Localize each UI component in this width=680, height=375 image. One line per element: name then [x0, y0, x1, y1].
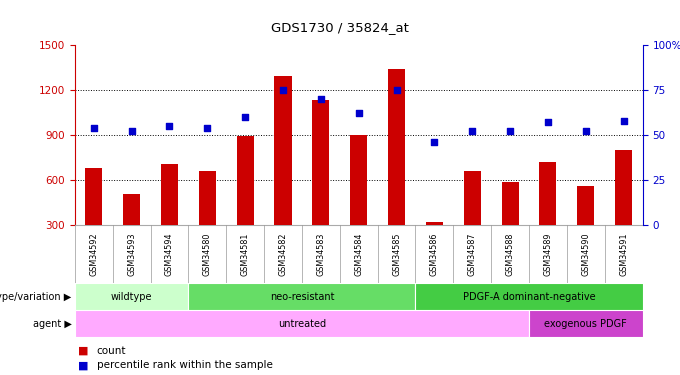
Text: GSM34584: GSM34584: [354, 232, 363, 276]
Text: GSM34591: GSM34591: [619, 232, 628, 276]
Text: GSM34589: GSM34589: [543, 232, 552, 276]
Point: [429, 139, 440, 145]
Text: GSM34590: GSM34590: [581, 232, 590, 276]
Point: [164, 123, 175, 129]
Text: agent ▶: agent ▶: [33, 319, 71, 328]
Point: [543, 119, 554, 125]
Bar: [75, 283, 188, 310]
Point: [277, 87, 288, 93]
Point: [126, 128, 137, 134]
Point: [316, 96, 326, 102]
Point: [354, 110, 364, 116]
Text: GSM34588: GSM34588: [506, 232, 515, 276]
Bar: [161, 164, 178, 270]
Point: [240, 114, 251, 120]
Bar: [529, 310, 643, 337]
Point: [505, 128, 515, 134]
Point: [202, 125, 213, 131]
Bar: [85, 168, 102, 270]
Text: count: count: [97, 346, 126, 356]
Text: GSM34587: GSM34587: [468, 232, 477, 276]
Text: GSM34594: GSM34594: [165, 232, 174, 276]
Point: [467, 128, 478, 134]
Bar: [75, 310, 529, 337]
Text: percentile rank within the sample: percentile rank within the sample: [97, 360, 273, 370]
Text: GDS1730 / 35824_at: GDS1730 / 35824_at: [271, 21, 409, 34]
Bar: [415, 283, 643, 310]
Bar: [188, 283, 415, 310]
Bar: [464, 171, 481, 270]
Text: ■: ■: [78, 360, 88, 370]
Bar: [350, 135, 367, 270]
Text: GSM34580: GSM34580: [203, 232, 211, 276]
Text: GSM34582: GSM34582: [279, 232, 288, 276]
Bar: [237, 136, 254, 270]
Text: GSM34585: GSM34585: [392, 232, 401, 276]
Text: ■: ■: [78, 346, 88, 356]
Bar: [426, 222, 443, 270]
Text: GSM34583: GSM34583: [316, 232, 325, 276]
Bar: [312, 100, 329, 270]
Bar: [577, 186, 594, 270]
Text: wildtype: wildtype: [111, 292, 152, 302]
Bar: [275, 76, 292, 270]
Bar: [502, 182, 519, 270]
Bar: [123, 194, 140, 270]
Text: GSM34581: GSM34581: [241, 232, 250, 276]
Point: [391, 87, 402, 93]
Text: untreated: untreated: [278, 319, 326, 328]
Text: exogenous PDGF: exogenous PDGF: [545, 319, 627, 328]
Text: GSM34586: GSM34586: [430, 232, 439, 276]
Bar: [199, 171, 216, 270]
Point: [88, 125, 99, 131]
Text: GSM34592: GSM34592: [89, 232, 98, 276]
Bar: [388, 69, 405, 270]
Bar: [539, 162, 556, 270]
Text: PDGF-A dominant-negative: PDGF-A dominant-negative: [462, 292, 596, 302]
Text: neo-resistant: neo-resistant: [270, 292, 334, 302]
Bar: [615, 150, 632, 270]
Text: GSM34593: GSM34593: [127, 232, 136, 276]
Text: genotype/variation ▶: genotype/variation ▶: [0, 292, 71, 302]
Point: [618, 118, 629, 124]
Point: [581, 128, 592, 134]
